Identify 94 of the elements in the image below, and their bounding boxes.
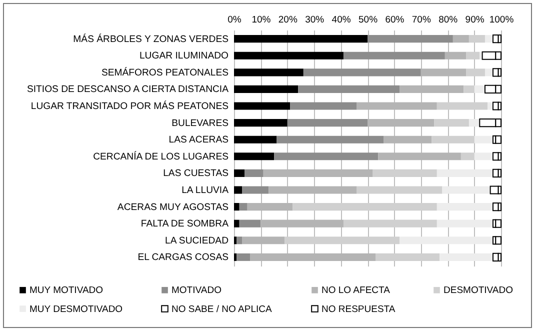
x-tick-label: 70% [412,14,432,26]
bar [234,253,237,261]
bar [290,102,357,110]
y-tick-label: CERCANÍA DE LOS LUGARES [93,150,228,162]
bar [234,52,344,60]
bar [442,186,490,194]
y-tick-label: LA LLUVIA [182,184,230,196]
x-tick-label: 100% [489,14,514,26]
bar [400,236,493,244]
bar [239,203,248,211]
y-tick-label: LAS CUESTAS [163,168,228,180]
bar [474,85,485,93]
bar [468,119,480,127]
bar [234,85,298,93]
bar [234,119,288,127]
bar [234,102,290,110]
bar [234,136,277,144]
bar [434,119,469,127]
legend-label: NO SABE / NO APLICA [172,304,272,315]
bar [466,68,485,76]
bar [484,35,493,43]
bar [239,220,261,228]
y-tick-label: SITIOS DE DESCANSO A CIERTA DISTANCIA [26,84,230,96]
legend-label: DESMOTIVADO [444,285,513,296]
x-tick-label: 20% [278,14,298,26]
bar [356,186,442,194]
y-tick-label: LUGAR TRANSITADO POR MÁS PEATONES [30,100,228,112]
bar [495,219,502,228]
bar [436,169,493,177]
bar [234,203,240,211]
x-tick-label: 90% [465,14,485,26]
bar [343,52,445,60]
bar [464,85,474,93]
x-tick-label: 80% [438,14,458,26]
bar [474,136,493,144]
bar [276,136,384,144]
bar [234,236,237,244]
bar [303,68,421,76]
y-tick-label: EL CARGAS COSAS [138,252,228,264]
legend-label: MUY DESMOTIVADO [30,304,123,315]
y-tick-label: LAS ACERAS [168,134,228,146]
bar [287,119,368,127]
bar [484,68,493,76]
bar [495,236,502,245]
bar [234,220,240,228]
x-tick-label: 60% [385,14,405,26]
bar [234,169,245,177]
bar [242,186,269,194]
y-tick-label: LUGAR ILUMINADO [139,50,228,62]
legend-label: NO LO AFECTA [322,285,391,296]
legend-label: NO RESPUESTA [322,304,396,315]
y-tick-label: FALTA DE SOMBRA [140,218,230,230]
x-tick-label: 40% [332,14,352,26]
bar [460,152,474,160]
bar [372,169,437,177]
bar [466,52,480,60]
bar [234,35,368,43]
legend-label: MOTIVADO [172,285,222,296]
bar [368,35,453,43]
bar [474,152,493,160]
y-tick-label: ACERAS MUY AGOSTAS [117,202,228,213]
y-tick-label: LA SUCIEDAD [165,235,229,246]
bar [436,203,493,211]
bar [234,152,274,160]
bar [436,220,493,228]
y-tick-label: SEMÁFOROS PEATONALES [101,66,228,78]
y-tick-label: BULEVARES [172,118,228,129]
bar [490,186,499,194]
bar [234,68,304,76]
bar [234,186,242,194]
bar [236,253,250,261]
bar [298,85,400,93]
bar [343,220,437,228]
bar [452,35,469,43]
bar [292,203,437,211]
bar [436,102,488,110]
x-tick-label: 10% [252,14,272,26]
bar [468,35,485,43]
y-tick-label: MÁS ÁRBOLES Y ZONAS VERDES [73,32,228,45]
x-tick-label: 0% [228,14,242,26]
bar [488,102,493,110]
bar [440,253,493,261]
bar [244,169,264,177]
bar [492,102,499,110]
bar [274,152,378,160]
x-tick-label: 30% [305,14,325,26]
legend-label: MUY MOTIVADO [30,285,104,296]
bar [284,236,400,244]
bar [236,236,242,244]
bar [432,136,474,144]
bar [495,135,502,144]
bar [480,52,482,60]
bar [376,253,440,261]
x-tick-label: 50% [358,14,378,26]
